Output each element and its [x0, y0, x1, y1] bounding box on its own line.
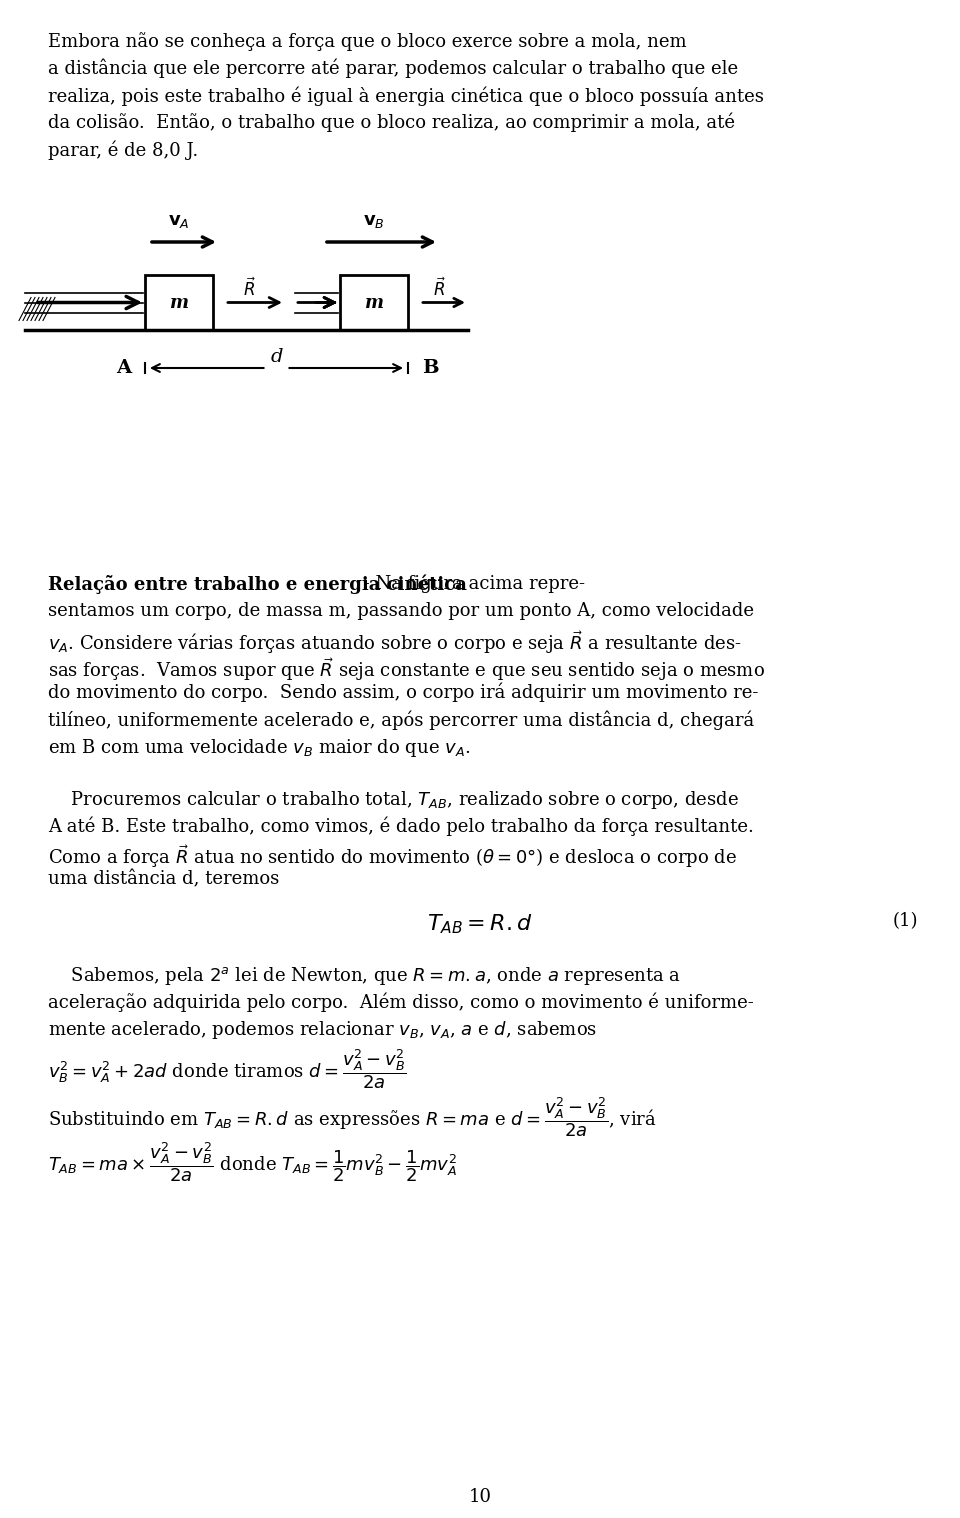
Text: $\vec{R}$: $\vec{R}$	[244, 278, 256, 299]
Text: $T_{AB} = R.d$: $T_{AB} = R.d$	[427, 912, 533, 935]
Text: Como a força $\vec{R}$ atua no sentido do movimento ($\theta = 0°$) e desloca o : Como a força $\vec{R}$ atua no sentido d…	[48, 842, 737, 870]
Text: em B com uma velocidade $v_B$ maior do que $v_A$.: em B com uma velocidade $v_B$ maior do q…	[48, 738, 470, 759]
Text: - Na figura acima repre-: - Na figura acima repre-	[357, 575, 585, 594]
Text: sas forças.  Vamos supor que $\vec{R}$ seja constante e que seu sentido seja o m: sas forças. Vamos supor que $\vec{R}$ se…	[48, 656, 765, 683]
Text: sentamos um corpo, de massa m, passando por um ponto A, como velocidade: sentamos um corpo, de massa m, passando …	[48, 603, 754, 619]
Text: Sabemos, pela $2^a$ lei de Newton, que $R = m.a$, onde $a$ representa a: Sabemos, pela $2^a$ lei de Newton, que $…	[48, 965, 682, 987]
Bar	[145, 275, 213, 329]
Text: $\mathbf{v}_A$: $\mathbf{v}_A$	[168, 213, 190, 231]
Text: realiza, pois este trabalho é igual à energia cinética que o bloco possuía antes: realiza, pois este trabalho é igual à en…	[48, 87, 764, 105]
Text: (1): (1)	[893, 912, 918, 931]
Bar	[340, 275, 408, 329]
Text: a distância que ele percorre até parar, podemos calcular o trabalho que ele: a distância que ele percorre até parar, …	[48, 59, 738, 79]
Text: Embora não se conheça a força que o bloco exerce sobre a mola, nem: Embora não se conheça a força que o bloc…	[48, 32, 686, 52]
Text: do movimento do corpo.  Sendo assim, o corpo irá adquirir um movimento re-: do movimento do corpo. Sendo assim, o co…	[48, 683, 758, 703]
Text: A: A	[116, 358, 131, 376]
Text: B: B	[422, 358, 439, 376]
Text: Procuremos calcular o trabalho total, $T_{AB}$, realizado sobre o corpo, desde: Procuremos calcular o trabalho total, $T…	[48, 789, 739, 811]
Text: m: m	[365, 293, 383, 311]
Text: parar, é de 8,0 J.: parar, é de 8,0 J.	[48, 140, 199, 159]
Text: $\vec{R}$: $\vec{R}$	[433, 278, 446, 299]
Text: uma distância d, teremos: uma distância d, teremos	[48, 870, 279, 888]
Text: mente acelerado, podemos relacionar $v_B$, $v_A$, $a$ e $d$, sabemos: mente acelerado, podemos relacionar $v_B…	[48, 1019, 597, 1041]
Text: Substituindo em $T_{AB} = R.d$ as expressões $R = ma$ e $d = \dfrac{v_A^2-v_B^2}: Substituindo em $T_{AB} = R.d$ as expres…	[48, 1094, 657, 1138]
Text: aceleração adquirida pelo corpo.  Além disso, como o movimento é uniforme-: aceleração adquirida pelo corpo. Além di…	[48, 991, 754, 1011]
Text: da colisão.  Então, o trabalho que o bloco realiza, ao comprimir a mola, até: da colisão. Então, o trabalho que o bloc…	[48, 112, 735, 132]
Text: A até B. Este trabalho, como vimos, é dado pelo trabalho da força resultante.: A até B. Este trabalho, como vimos, é da…	[48, 817, 754, 835]
Text: d: d	[271, 348, 283, 366]
Text: Relação entre trabalho e energia cinética: Relação entre trabalho e energia cinétic…	[48, 575, 467, 595]
Text: $T_{AB} = ma \times \dfrac{v_A^2-v_B^2}{2a}$ donde $T_{AB} = \dfrac{1}{2}mv_B^2 : $T_{AB} = ma \times \dfrac{v_A^2-v_B^2}{…	[48, 1140, 457, 1184]
Text: $v_B^2 = v_A^2 + 2ad$ donde tiramos $d = \dfrac{v_A^2-v_B^2}{2a}$: $v_B^2 = v_A^2 + 2ad$ donde tiramos $d =…	[48, 1047, 406, 1091]
Text: $\mathbf{v}_B$: $\mathbf{v}_B$	[363, 213, 385, 231]
Text: m: m	[170, 293, 188, 311]
Text: tilíneo, uniformemente acelerado e, após percorrer uma distância d, chegará: tilíneo, uniformemente acelerado e, após…	[48, 710, 755, 730]
Text: 10: 10	[468, 1488, 492, 1506]
Text: $v_A$. Considere várias forças atuando sobre o corpo e seja $\vec{R}$ a resultan: $v_A$. Considere várias forças atuando s…	[48, 628, 742, 656]
